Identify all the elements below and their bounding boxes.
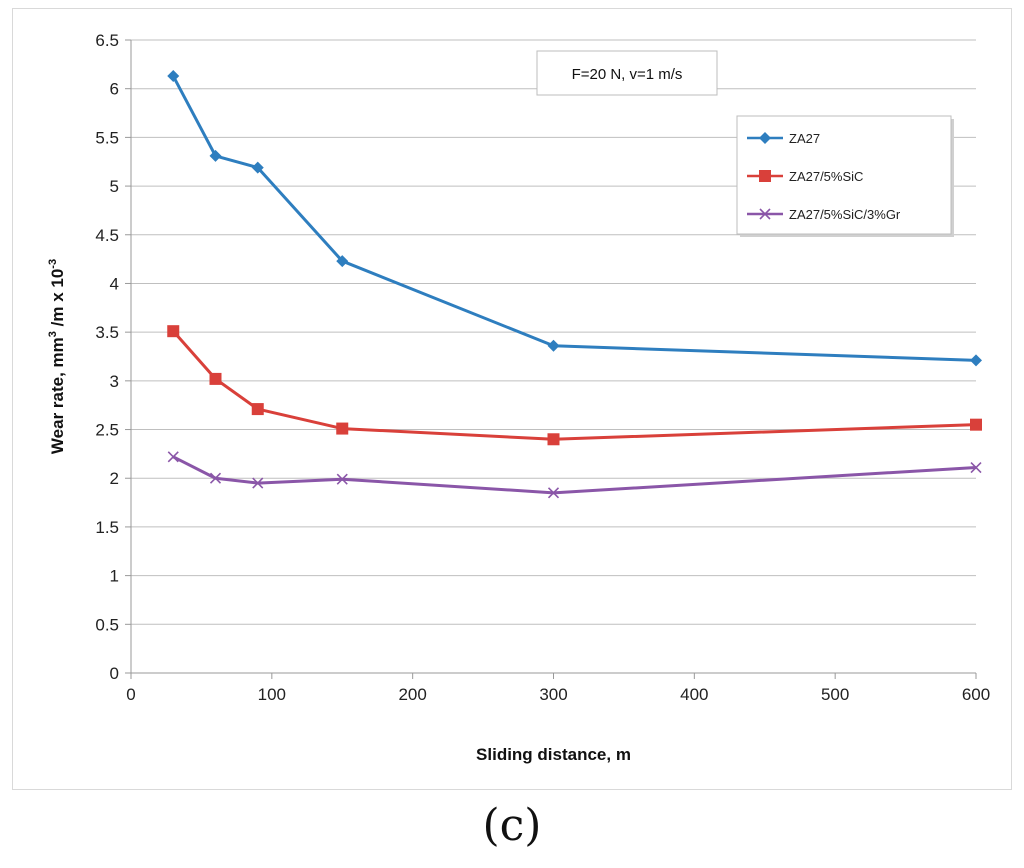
y-tick-label: 6.5 (95, 31, 119, 50)
legend: ZA27 ZA27/5%SiC ZA27/5%SiC/3%Gr (736, 115, 954, 237)
data-point-square (547, 433, 560, 446)
legend-item: ZA27 (747, 131, 820, 146)
data-point-diamond (167, 70, 180, 83)
x-tick-label: 200 (398, 685, 426, 704)
x-tick-label: 600 (962, 685, 990, 704)
y-tick-label: 5 (110, 177, 119, 196)
y-tick-label: 2 (110, 469, 119, 488)
annotation-box: F=20 N, v=1 m/s (536, 50, 718, 96)
legend-label: ZA27/5%SiC (789, 169, 863, 184)
y-tick-label: 3.5 (95, 323, 119, 342)
data-point-x-stroke (547, 487, 560, 499)
data-point-square (970, 418, 982, 431)
y-tick-label: 6 (110, 80, 119, 99)
series-line (172, 330, 977, 441)
data-point-x (167, 451, 179, 463)
legend-item: ZA27/5%SiC (747, 169, 863, 184)
data-point-x (759, 208, 771, 220)
data-point-x (336, 473, 348, 485)
y-tick-label: 4 (110, 274, 119, 293)
y-tick-label: 4.5 (95, 226, 119, 245)
legend-item: ZA27/5%SiC/3%Gr (747, 207, 901, 222)
data-point-square (759, 170, 771, 182)
y-tick-label: 0 (110, 664, 119, 683)
data-point-square (336, 422, 349, 435)
data-point-x-stroke (209, 472, 222, 484)
data-point-x-stroke (252, 477, 264, 489)
line-chart: 0 0.5 1 1.5 2 2.5 3 3.5 4 4.5 5 5.5 6 6.5 0 100 200 300 4… (47, 31, 990, 764)
legend-label: ZA27 (789, 131, 820, 146)
data-point-x (970, 461, 982, 474)
x-tick-label: 500 (821, 685, 849, 704)
data-point-diamond (547, 339, 560, 352)
x-tick-labels: 0 100 200 300 400 500 600 (126, 685, 990, 704)
series-za27-5-sic-3-gr (167, 451, 982, 499)
series-za27-5-sic (167, 325, 982, 446)
data-point-square (209, 372, 222, 385)
data-point-square (251, 403, 264, 416)
y-tick-labels: 0 0.5 1 1.5 2 2.5 3 3.5 4 4.5 5 5.5 6 6.5 (95, 31, 119, 683)
y-tick-label: 2.5 (95, 421, 119, 440)
y-tick-label: 1.5 (95, 518, 119, 537)
y-tick-label: 5.5 (95, 128, 119, 147)
data-point-x-stroke (759, 208, 771, 220)
y-tick-label: 0.5 (95, 615, 119, 634)
x-tick-label: 400 (680, 685, 708, 704)
x-tick-label: 100 (258, 685, 286, 704)
data-point-x (252, 477, 264, 489)
y-tick-label: 3 (110, 372, 119, 391)
series-line (172, 455, 977, 495)
y-tick-label: 1 (110, 567, 119, 586)
panel-label: (c) (482, 800, 542, 851)
data-point-diamond (336, 255, 349, 268)
y-axis-title: Wear rate, mm3 /m x 10-3 (47, 259, 67, 454)
x-axis-title: Sliding distance, m (476, 745, 631, 764)
data-point-x-stroke (970, 461, 982, 474)
legend-label: ZA27/5%SiC/3%Gr (789, 207, 901, 222)
data-point-x (209, 472, 222, 484)
data-point-x (547, 487, 560, 499)
data-point-diamond (209, 149, 222, 162)
data-point-x-stroke (336, 473, 348, 485)
series-line (171, 75, 977, 362)
x-tick-label: 0 (126, 685, 135, 704)
y-axis-title-sup1: 3 (47, 331, 59, 337)
data-point-diamond (251, 161, 264, 174)
data-point-x-stroke (167, 451, 179, 463)
data-point-diamond (759, 132, 771, 144)
chart-frame: 0 0.5 1 1.5 2 2.5 3 3.5 4 4.5 5 5.5 6 6.5 0 100 200 300 4… (12, 8, 1012, 790)
series-layer (167, 70, 982, 499)
x-tick-label: 300 (539, 685, 567, 704)
annotation-text: F=20 N, v=1 m/s (572, 66, 683, 83)
y-axis-title-mid: /m x 10 (48, 269, 67, 331)
y-axis-title-main: Wear rate, mm (48, 337, 67, 454)
series-za27 (167, 70, 982, 367)
axes (125, 39, 977, 679)
y-axis-title-sup2: -3 (47, 259, 59, 269)
data-point-square (167, 325, 180, 338)
data-point-diamond (970, 354, 982, 367)
